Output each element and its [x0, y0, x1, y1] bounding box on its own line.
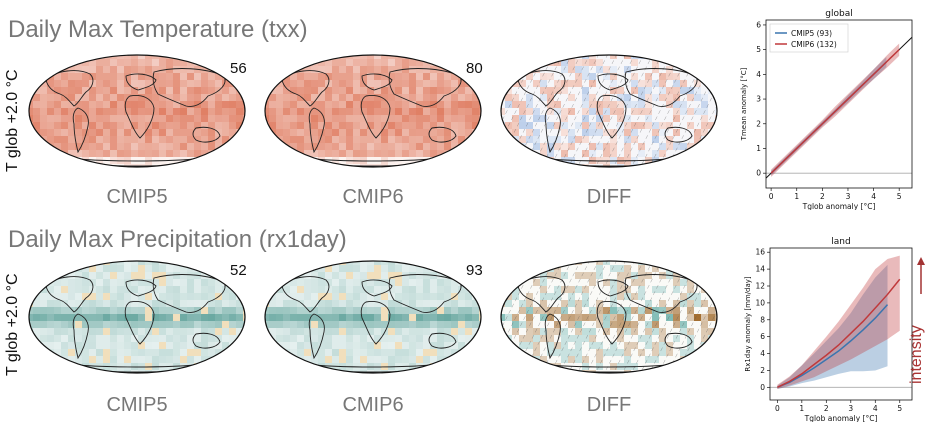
y-tick-label: 4 [756, 70, 761, 79]
x-tick-label: 4 [873, 404, 878, 413]
series-line [777, 278, 901, 389]
x-tick-label: 0 [775, 404, 780, 413]
plot-frame [765, 19, 913, 189]
x-tick-label: 4 [871, 192, 876, 201]
series-line [770, 49, 900, 174]
x-tick-label: 3 [846, 192, 851, 201]
x-tick-label: 5 [897, 404, 902, 413]
x-tick-label: 1 [794, 192, 799, 201]
y-tick-label: 6 [760, 332, 765, 341]
y-tick-label: 8 [760, 315, 765, 324]
y-tick-label: 14 [755, 265, 765, 274]
map-rx1day-cmip5 [28, 260, 246, 374]
map-rx1day-cmip5-label: CMIP5 [106, 394, 168, 416]
y-tick-label: 6 [756, 20, 761, 29]
y-tick-label: 1 [756, 144, 761, 153]
map-rx1day-cmip5-count: 52 [230, 262, 247, 279]
legend-box [769, 23, 849, 53]
plot-frame [769, 247, 913, 401]
chart-global: global 0 1 2 3 4 5 0 1 2 3 4 5 6 Tglob anomaly [°C] Tme… [740, 9, 913, 210]
row1-side-label: T glob +2.0 °C [4, 69, 21, 172]
y-axis-label: Rx1day anomaly [mm/day] [744, 276, 752, 372]
y-tick-label: 10 [755, 298, 765, 307]
row1-title: Daily Max Temperature (txx) [8, 16, 308, 43]
chart-title: global [825, 9, 852, 19]
x-tick-label: 2 [824, 404, 829, 413]
y-tick-label: 2 [756, 119, 761, 128]
map-rx1day-diff [500, 260, 718, 374]
x-tick-label: 0 [769, 192, 774, 201]
x-tick-label: 2 [820, 192, 825, 201]
map-txx-cmip5-count: 56 [230, 60, 247, 77]
row2-side-label: T glob +2.0 °C [4, 273, 21, 376]
y-axis-label: Tmean anomaly [°C] [740, 67, 748, 141]
y-tick-label: 4 [760, 349, 765, 358]
map-rx1day-cmip6-label: CMIP6 [342, 394, 404, 416]
legend-label: CMIP5 (93) [791, 29, 832, 38]
y-tick-label: 12 [755, 282, 765, 291]
intensity-arrow-icon [917, 257, 925, 294]
map-txx-cmip5 [28, 54, 246, 168]
y-tick-label: 3 [756, 95, 761, 104]
y-tick-label: 0 [760, 383, 765, 392]
map-rx1day-cmip6-count: 93 [466, 262, 483, 279]
y-tick-label: 2 [760, 366, 765, 375]
x-tick-label: 3 [848, 404, 853, 413]
x-tick-label: 5 [897, 192, 902, 201]
y-tick-label: 5 [756, 45, 761, 54]
map-txx-diff-label: DIFF [586, 186, 632, 208]
row2-title: Daily Max Precipitation (rx1day) [8, 226, 347, 253]
map-txx-cmip6-label: CMIP6 [342, 186, 404, 208]
series-band [777, 255, 900, 390]
map-txx-cmip6-count: 80 [466, 60, 483, 77]
map-txx-cmip6 [264, 54, 482, 168]
map-txx-diff [500, 54, 718, 168]
legend-label: CMIP6 (132) [791, 40, 837, 49]
series-band [771, 43, 900, 177]
map-rx1day-cmip6 [264, 260, 482, 374]
x-tick-label: 1 [799, 404, 804, 413]
y-tick-label: 0 [756, 169, 761, 178]
x-axis-label: Tglob anomaly [°C] [804, 414, 878, 422]
series-band [777, 264, 888, 390]
intensity-label: intensity [908, 325, 925, 384]
series-line [777, 304, 889, 389]
map-rx1day-diff-label: DIFF [586, 394, 632, 416]
x-axis-label: Tglob anomaly [°C] [802, 202, 876, 210]
map-txx-cmip5-label: CMIP5 [106, 186, 168, 208]
y-tick-label: 16 [755, 248, 765, 257]
chart-title: land [831, 237, 850, 247]
